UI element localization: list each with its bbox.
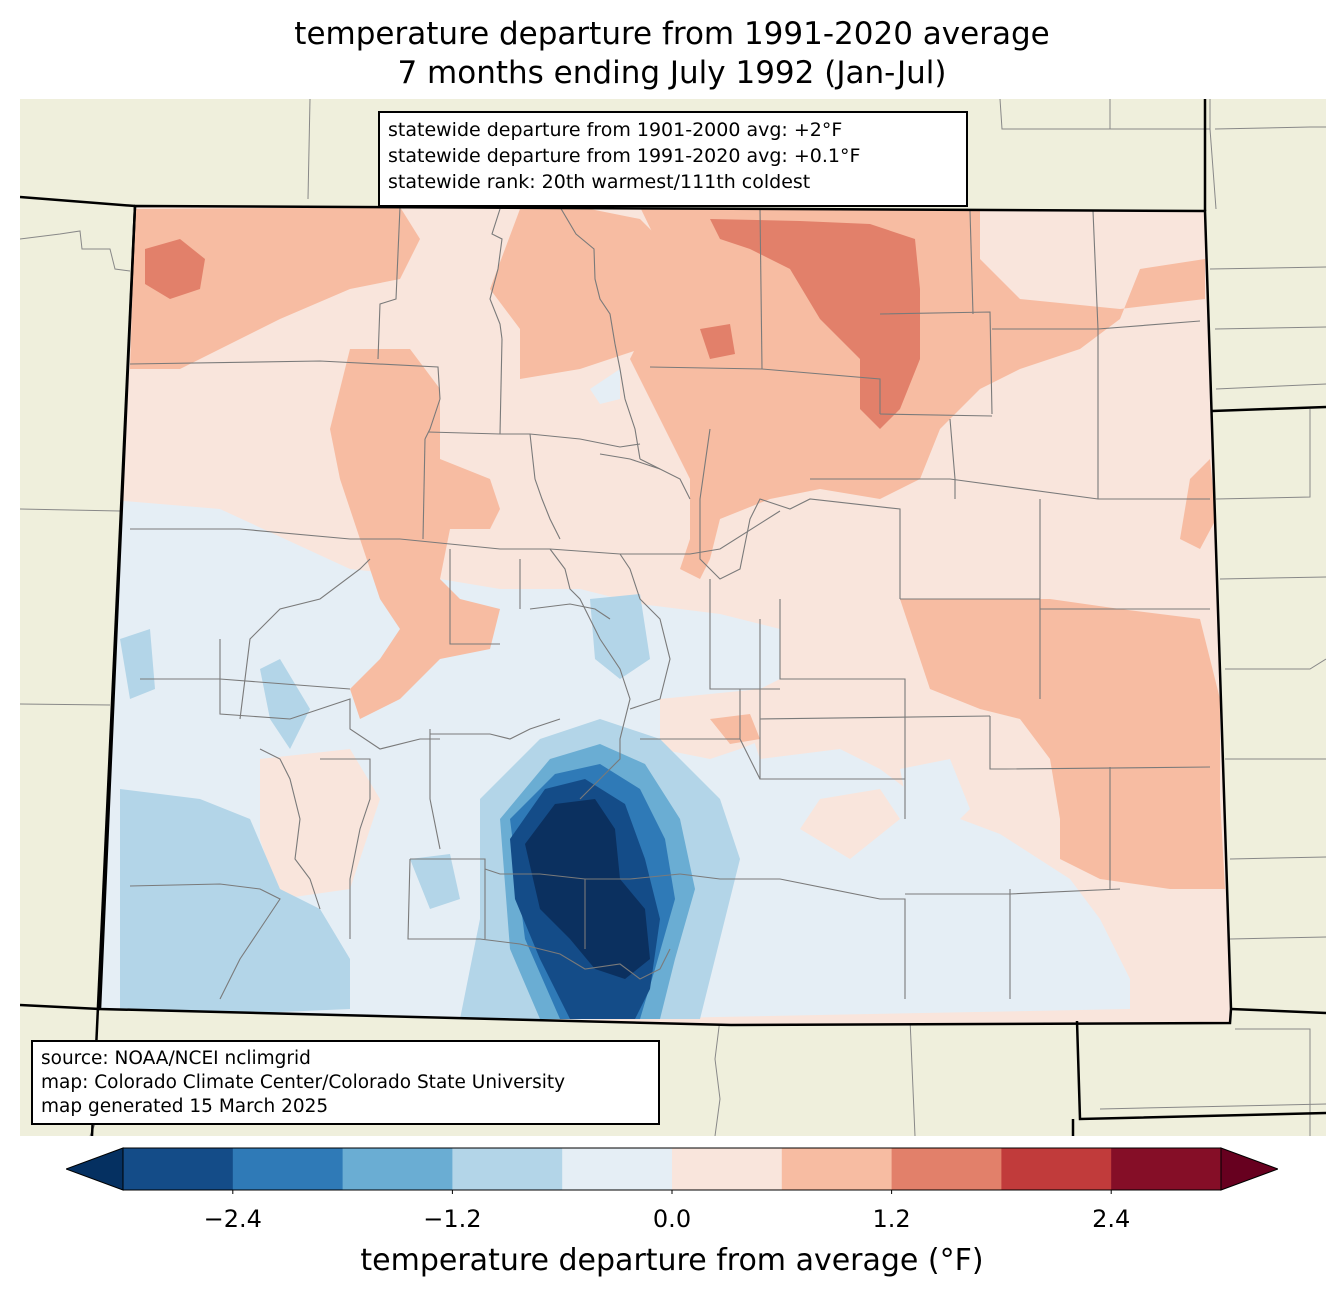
- colorbar-segments: [66, 1147, 1278, 1194]
- colorbar-bin: [672, 1148, 783, 1190]
- colorbar-over-arrow: [1220, 1147, 1278, 1191]
- map-title: temperature departure from 1991-2020 ave…: [294, 16, 1050, 52]
- source-line-1: source: NOAA/NCEI nclimgrid: [41, 1048, 311, 1069]
- colorbar-under-arrow: [66, 1147, 124, 1191]
- source-line-3: map generated 15 March 2025: [41, 1096, 329, 1117]
- colorbar-bin: [781, 1148, 893, 1190]
- colorbar-bin: [1111, 1148, 1222, 1190]
- neighbor-county-lines: [20, 99, 1326, 1136]
- source-line-2: map: Colorado Climate Center/Colorado St…: [41, 1072, 566, 1093]
- colorbar-bin: [342, 1148, 453, 1190]
- colorbar-tick-label: −1.2: [423, 1205, 482, 1233]
- colorbar-tick-label: 2.4: [1092, 1205, 1131, 1233]
- county-lines: [129, 206, 1211, 1000]
- colorbar-bin: [562, 1148, 673, 1190]
- colorbar-bin: [1001, 1148, 1112, 1190]
- source-box: source: NOAA/NCEI nclimgrid map: Colorad…: [31, 1040, 660, 1125]
- anomaly-field: [100, 206, 1231, 1025]
- colorbar-tick-label: 0.0: [652, 1205, 692, 1233]
- colorbar-label: temperature departure from average (°F): [360, 1243, 984, 1278]
- colorbar: [66, 1147, 1278, 1194]
- colorbar-tick-label: 1.2: [872, 1205, 911, 1233]
- stats-line-2: statewide departure from 1991-2020 avg: …: [388, 145, 861, 167]
- colorbar-bin: [452, 1148, 563, 1190]
- temperature-map: [20, 99, 1326, 1136]
- statewide-stats-box: statewide departure from 1901-2000 avg: …: [378, 111, 968, 207]
- stats-line-1: statewide departure from 1901-2000 avg: …: [388, 119, 843, 141]
- colorbar-tick-label: −2.4: [203, 1205, 262, 1233]
- colorbar-bin: [232, 1148, 344, 1190]
- colorbar-bin: [891, 1148, 1002, 1190]
- colorbar-bin: [123, 1148, 234, 1190]
- map-subtitle: 7 months ending July 1992 (Jan-Jul): [397, 55, 947, 91]
- state-borders: [20, 99, 1326, 1136]
- stats-line-3: statewide rank: 20th warmest/111th colde…: [388, 171, 811, 193]
